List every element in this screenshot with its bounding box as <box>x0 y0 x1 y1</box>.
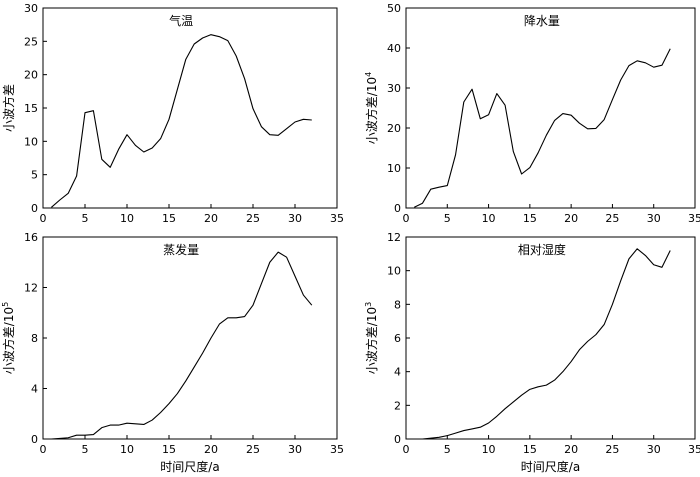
panel-title: 气温 <box>169 13 193 28</box>
y-tick-label: 4 <box>394 366 401 379</box>
y-axis-label-exponent: 5 <box>1 302 10 307</box>
y-tick-label: 0 <box>31 202 38 215</box>
x-tick-label: 35 <box>688 212 700 225</box>
y-tick-label: 0 <box>31 433 38 446</box>
x-tick-label: 0 <box>40 443 47 456</box>
x-tick-label: 10 <box>120 443 134 456</box>
y-tick-label: 30 <box>24 2 38 15</box>
x-tick-label: 30 <box>288 443 302 456</box>
y-tick-label: 15 <box>24 102 38 115</box>
panel-title: 降水量 <box>524 14 560 28</box>
y-tick-label: 5 <box>31 169 38 182</box>
y-tick-label: 50 <box>387 2 401 15</box>
x-tick-label: 15 <box>162 443 176 456</box>
x-tick-label: 10 <box>482 212 496 225</box>
y-tick-label: 6 <box>394 332 401 345</box>
y-tick-label: 4 <box>31 383 38 396</box>
y-tick-label: 10 <box>387 265 401 278</box>
y-axis-label-text: 小波方差/10 <box>1 307 16 374</box>
y-tick-label: 12 <box>24 282 38 295</box>
plot-frame <box>405 236 696 440</box>
plot-frame <box>42 236 338 440</box>
x-tick-label: 20 <box>204 443 218 456</box>
y-tick-label: 0 <box>394 202 401 215</box>
panel-title: 相对湿度 <box>518 242 566 257</box>
x-tick-label: 30 <box>647 443 661 456</box>
x-tick-label: 35 <box>688 443 700 456</box>
x-axis-label: 时间尺度/a <box>160 459 219 474</box>
x-tick-label: 5 <box>82 443 89 456</box>
x-tick-label: 35 <box>330 212 344 225</box>
x-tick-label: 30 <box>288 212 302 225</box>
series-line <box>51 34 312 208</box>
x-tick-label: 5 <box>82 212 89 225</box>
y-tick-label: 10 <box>387 162 401 175</box>
y-tick-label: 2 <box>394 399 401 412</box>
x-tick-label: 20 <box>564 443 578 456</box>
y-tick-label: 8 <box>31 332 38 345</box>
x-tick-label: 35 <box>330 443 344 456</box>
y-axis-label-text: 小波方差 <box>1 84 16 132</box>
x-tick-label: 10 <box>482 443 496 456</box>
x-tick-label: 0 <box>403 443 410 456</box>
y-tick-label: 40 <box>387 42 401 55</box>
series-line <box>414 48 671 208</box>
y-axis-label: 小波方差 <box>1 84 16 132</box>
x-tick-label: 30 <box>647 212 661 225</box>
y-axis-label: 小波方差/103 <box>364 302 379 374</box>
series-line <box>414 248 671 440</box>
y-tick-label: 25 <box>24 35 38 48</box>
y-tick-label: 16 <box>24 231 38 244</box>
plot-frame <box>405 7 696 209</box>
x-tick-label: 25 <box>246 212 260 225</box>
plot-frame <box>42 7 338 209</box>
y-axis-label: 小波方差/104 <box>364 72 379 144</box>
x-tick-label: 20 <box>204 212 218 225</box>
x-tick-label: 10 <box>120 212 134 225</box>
x-tick-label: 5 <box>444 212 451 225</box>
x-tick-label: 0 <box>40 212 47 225</box>
x-tick-label: 0 <box>403 212 410 225</box>
y-tick-label: 8 <box>394 298 401 311</box>
y-axis-label-exponent: 3 <box>364 302 373 307</box>
y-tick-label: 30 <box>387 82 401 95</box>
y-tick-label: 0 <box>394 433 401 446</box>
y-axis-label-text: 小波方差/10 <box>364 307 379 374</box>
x-tick-label: 15 <box>523 212 537 225</box>
y-tick-label: 20 <box>387 122 401 135</box>
panel-title: 蒸发量 <box>163 242 199 257</box>
series-line <box>51 251 313 440</box>
x-tick-label: 15 <box>523 443 537 456</box>
x-tick-label: 20 <box>564 212 578 225</box>
x-tick-label: 25 <box>605 443 619 456</box>
x-tick-label: 5 <box>444 443 451 456</box>
x-tick-label: 25 <box>605 212 619 225</box>
y-tick-label: 10 <box>24 135 38 148</box>
y-tick-label: 20 <box>24 69 38 82</box>
y-axis-label-text: 小波方差/10 <box>364 77 379 144</box>
y-axis-label: 小波方差/105 <box>1 302 16 374</box>
y-tick-label: 12 <box>387 231 401 244</box>
x-tick-label: 15 <box>162 212 176 225</box>
x-tick-label: 25 <box>246 443 260 456</box>
x-axis-label: 时间尺度/a <box>521 459 580 474</box>
y-axis-label-exponent: 4 <box>364 72 373 77</box>
